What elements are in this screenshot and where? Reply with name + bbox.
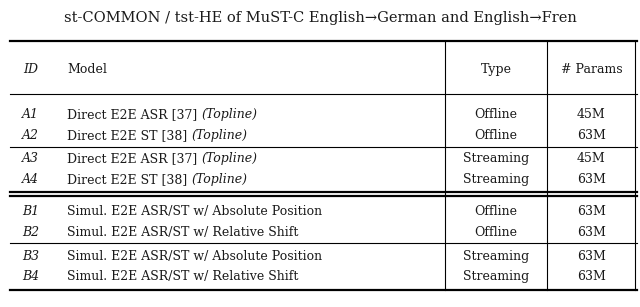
Text: Offline: Offline [474, 129, 518, 142]
Text: 63M: 63M [577, 250, 606, 263]
Text: # Params: # Params [561, 63, 622, 76]
Text: Type: Type [481, 63, 511, 76]
Text: (Topline): (Topline) [191, 173, 248, 186]
Text: (Topline): (Topline) [191, 129, 248, 142]
Text: Direct E2E ST [38]: Direct E2E ST [38] [67, 129, 191, 142]
Text: Streaming: Streaming [463, 173, 529, 186]
Text: (Topline): (Topline) [202, 108, 257, 121]
Text: Offline: Offline [474, 226, 518, 239]
Text: Direct E2E ST [38]: Direct E2E ST [38] [67, 173, 191, 186]
Text: 63M: 63M [577, 129, 606, 142]
Text: Simul. E2E ASR/ST w/ Relative Shift: Simul. E2E ASR/ST w/ Relative Shift [67, 226, 299, 239]
Text: Simul. E2E ASR/ST w/ Relative Shift: Simul. E2E ASR/ST w/ Relative Shift [67, 270, 299, 283]
Text: A2: A2 [22, 129, 39, 142]
Text: A3: A3 [22, 152, 39, 165]
Text: B2: B2 [22, 226, 39, 239]
Text: Streaming: Streaming [463, 250, 529, 263]
Text: B3: B3 [22, 250, 39, 263]
Text: Direct E2E ASR [37]: Direct E2E ASR [37] [67, 152, 202, 165]
Text: 63M: 63M [577, 205, 606, 218]
Text: Streaming: Streaming [463, 270, 529, 283]
Text: 63M: 63M [577, 226, 606, 239]
Text: Streaming: Streaming [463, 152, 529, 165]
Text: Simul. E2E ASR/ST w/ Absolute Position: Simul. E2E ASR/ST w/ Absolute Position [67, 205, 323, 218]
Text: Offline: Offline [474, 205, 518, 218]
Text: Direct E2E ASR [37]: Direct E2E ASR [37] [67, 108, 202, 121]
Text: st-COMMON / tst-HE of MuST-C English→German and English→Fren: st-COMMON / tst-HE of MuST-C English→Ger… [63, 11, 577, 25]
Text: 63M: 63M [577, 270, 606, 283]
Text: Offline: Offline [474, 108, 518, 121]
Text: (Topline): (Topline) [202, 152, 257, 165]
Text: B4: B4 [22, 270, 39, 283]
Text: 63M: 63M [577, 173, 606, 186]
Text: ID: ID [23, 63, 38, 76]
Text: 45M: 45M [577, 108, 605, 121]
Text: A4: A4 [22, 173, 39, 186]
Text: A1: A1 [22, 108, 39, 121]
Text: Model: Model [67, 63, 107, 76]
Text: 45M: 45M [577, 152, 605, 165]
Text: B1: B1 [22, 205, 39, 218]
Text: Simul. E2E ASR/ST w/ Absolute Position: Simul. E2E ASR/ST w/ Absolute Position [67, 250, 323, 263]
